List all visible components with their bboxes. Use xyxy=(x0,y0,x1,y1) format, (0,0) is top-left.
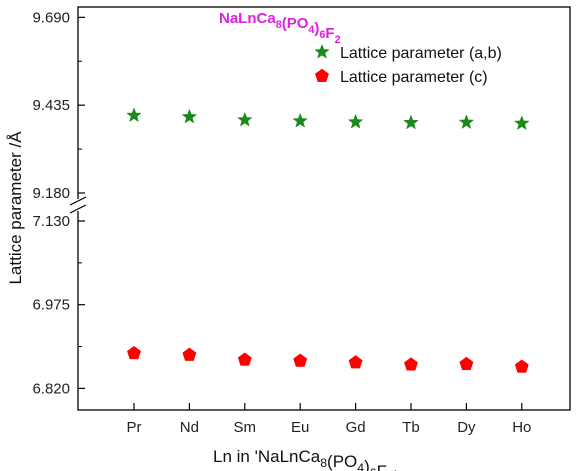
legend-label-c: Lattice parameter (c) xyxy=(340,69,488,86)
x-tick-label: Tb xyxy=(402,419,420,436)
legend-label-ab: Lattice parameter (a,b) xyxy=(340,45,502,62)
legend-symbol-ab xyxy=(314,43,330,59)
axis-break-gap xyxy=(74,199,83,211)
axis-break-line-lower xyxy=(69,204,87,214)
x-tick-label: Sm xyxy=(234,419,257,436)
legend-symbol-c xyxy=(315,68,329,82)
data-point-ab xyxy=(181,108,198,124)
data-point-c xyxy=(459,356,474,371)
data-point-c xyxy=(237,352,252,366)
legend-symbols xyxy=(314,43,330,82)
axis-break-line-upper xyxy=(69,196,87,206)
plot-frame xyxy=(77,6,571,411)
data-point-ab xyxy=(403,114,419,130)
y-tick-label: 9.690 xyxy=(32,9,70,26)
data-markers xyxy=(126,107,530,373)
axis-tick-labels: 6.820 6.975 7.130 9.180 9.435 9.690 Pr Nd Sm Eu Gd… xyxy=(32,9,531,436)
x-tick-label: Dy xyxy=(457,419,476,436)
x-tick-label: Pr xyxy=(127,419,142,436)
data-point-c xyxy=(293,353,308,367)
data-point-ab xyxy=(458,114,475,130)
data-point-c xyxy=(404,357,418,371)
data-point-ab xyxy=(126,107,142,123)
data-point-c xyxy=(127,345,141,360)
data-point-c xyxy=(182,347,197,361)
x-tick-label: Gd xyxy=(346,419,366,436)
chart-title: NaLnCa8(PO4)6F2 xyxy=(219,10,341,46)
legend: Lattice parameter (a,b) Lattice paramete… xyxy=(314,43,502,86)
data-point-ab xyxy=(347,113,364,129)
axis-break-mark xyxy=(69,196,87,214)
data-point-ab xyxy=(292,112,309,128)
y-axis-title: Lattice parameter /Å xyxy=(6,131,25,285)
y-tick-label: 9.180 xyxy=(32,185,70,202)
y-tick-label: 9.435 xyxy=(32,97,70,114)
y-tick-label: 6.975 xyxy=(32,297,70,314)
y-tick-label: 7.130 xyxy=(32,213,70,230)
data-point-c xyxy=(514,359,529,373)
axis-ticks xyxy=(78,16,523,410)
data-point-ab xyxy=(236,111,253,127)
x-tick-label: Nd xyxy=(180,419,199,436)
data-point-c xyxy=(348,355,363,369)
x-tick-label: Ho xyxy=(512,419,531,436)
y-tick-label: 6.820 xyxy=(32,380,70,397)
x-tick-label: Eu xyxy=(291,419,309,436)
data-point-ab xyxy=(513,115,530,131)
x-axis-title: Ln in 'NaLnCa8(PO4)6F2' xyxy=(213,447,397,471)
